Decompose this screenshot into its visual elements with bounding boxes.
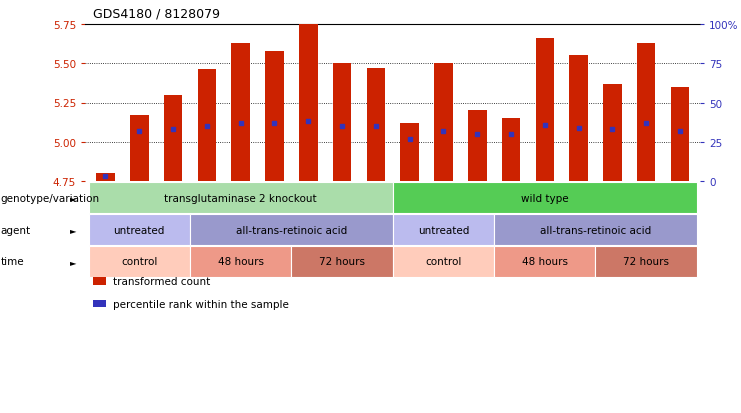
Text: genotype/variation: genotype/variation (1, 193, 100, 203)
Text: 48 hours: 48 hours (522, 257, 568, 267)
Bar (434, 64, 453, 182)
Bar (333, 64, 351, 182)
Bar (164, 95, 182, 182)
Bar (265, 52, 284, 182)
Text: 72 hours: 72 hours (623, 257, 669, 267)
Bar (536, 39, 554, 182)
Bar (671, 88, 689, 182)
Text: transglutaminase 2 knockout: transglutaminase 2 knockout (165, 193, 317, 203)
Bar (468, 111, 487, 182)
Bar (299, 25, 318, 182)
Text: percentile rank within the sample: percentile rank within the sample (113, 299, 289, 309)
Text: ►: ► (70, 194, 76, 203)
Bar (367, 69, 385, 182)
Bar (130, 116, 149, 182)
Text: all-trans-retinoic acid: all-trans-retinoic acid (540, 225, 651, 235)
Bar (96, 174, 115, 182)
Text: agent: agent (1, 225, 31, 235)
Bar (400, 123, 419, 182)
Text: 72 hours: 72 hours (319, 257, 365, 267)
Bar (569, 56, 588, 182)
Bar (603, 84, 622, 182)
Text: ►: ► (70, 257, 76, 266)
Text: wild type: wild type (521, 193, 568, 203)
Text: untreated: untreated (418, 225, 469, 235)
Text: GDS4180 / 8128079: GDS4180 / 8128079 (93, 8, 219, 21)
Text: ►: ► (70, 225, 76, 235)
Bar (231, 44, 250, 182)
Text: all-trans-retinoic acid: all-trans-retinoic acid (236, 225, 347, 235)
Text: time: time (1, 257, 24, 267)
Bar (637, 44, 656, 182)
Bar (502, 119, 520, 182)
Text: control: control (121, 257, 158, 267)
Text: untreated: untreated (113, 225, 165, 235)
Text: control: control (425, 257, 462, 267)
Text: transformed count: transformed count (113, 276, 210, 286)
Text: 48 hours: 48 hours (218, 257, 264, 267)
Bar (198, 70, 216, 182)
